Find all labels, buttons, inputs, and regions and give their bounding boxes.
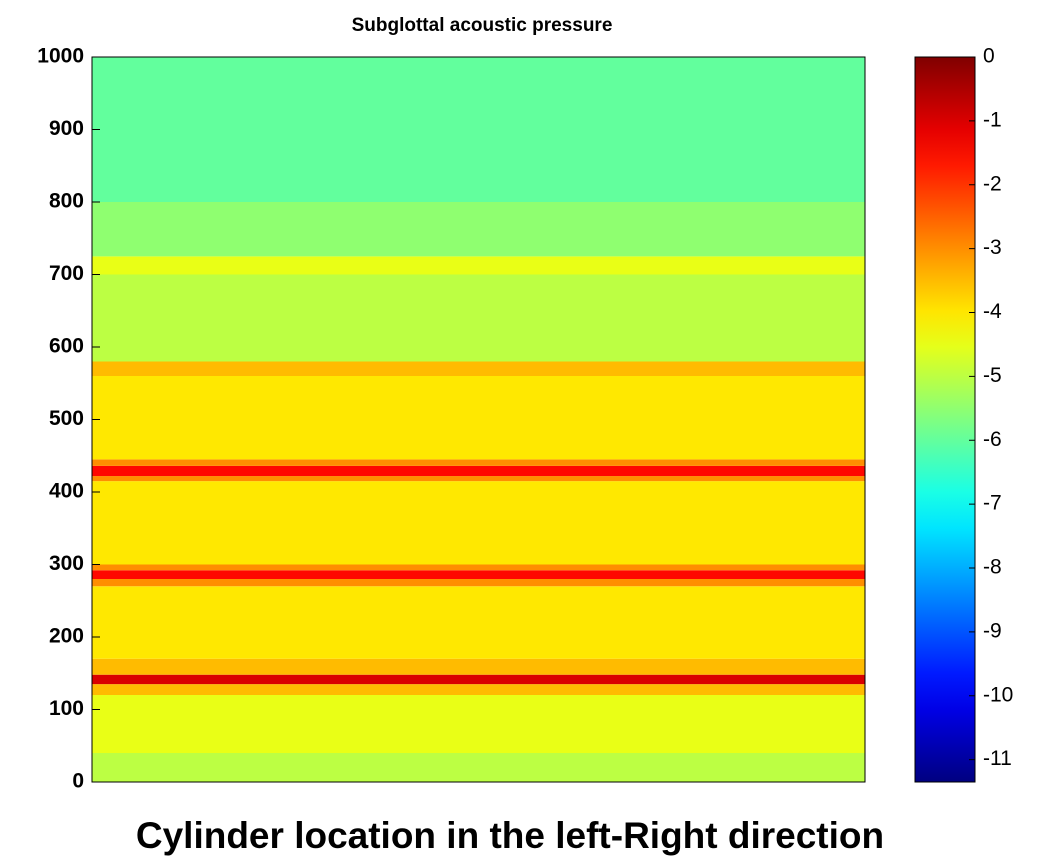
y-tick-label: 600: [49, 335, 84, 358]
heatmap-cell: [92, 684, 865, 695]
y-tick-label: 1000: [37, 45, 84, 68]
y-tick-label: 500: [49, 407, 84, 430]
colorbar-tick-label: -8: [983, 556, 1002, 579]
heatmap-cell: [92, 476, 865, 482]
colorbar-tick-label: -7: [983, 492, 1002, 515]
x-axis-label: Cylinder location in the left-Right dire…: [136, 815, 884, 856]
colorbar-tick-label: -10: [983, 683, 1013, 706]
heatmap-cell: [92, 586, 865, 659]
heatmap-cell: [92, 465, 865, 477]
heatmap-cell: [92, 674, 865, 685]
colorbar-tick-label: -11: [983, 747, 1012, 770]
heatmap-cell: [92, 57, 865, 202]
colorbar: [914, 56, 976, 783]
y-tick-label: 300: [49, 552, 84, 575]
y-tick-label: 400: [49, 480, 84, 503]
colorbar-tick-label: -4: [983, 300, 1002, 323]
chart-title: Subglottal acoustic pressure: [352, 15, 613, 36]
heatmap-cell: [92, 202, 865, 257]
heatmap-cell: [92, 274, 865, 362]
colorbar-tick-label: -5: [983, 364, 1002, 387]
colorbar-tick-label: -2: [983, 172, 1002, 195]
heatmap-cell: [92, 564, 865, 571]
heatmap-cell: [92, 376, 865, 460]
heatmap-cell: [92, 570, 865, 579]
heatmap-cell: [92, 481, 865, 565]
colorbar-tick-label: -6: [983, 428, 1002, 451]
y-tick-label: 0: [72, 770, 84, 793]
heatmap-cell: [92, 753, 865, 782]
y-tick-label: 200: [49, 625, 84, 648]
colorbar-tick-label: -1: [983, 108, 1002, 131]
y-tick-label: 900: [49, 117, 84, 140]
colorbar-tick-label: -3: [983, 236, 1002, 259]
colorbar-tick-label: -9: [983, 619, 1002, 642]
heatmap-cell: [92, 695, 865, 753]
y-tick-label: 700: [49, 262, 84, 285]
heatmap-cell: [92, 256, 865, 275]
colorbar-tick-label: 0: [983, 45, 995, 68]
heatmap-cell: [92, 459, 865, 466]
heatmap-cell: [92, 658, 865, 675]
y-tick-label: 100: [49, 697, 84, 720]
heatmap-cell: [92, 361, 865, 376]
y-tick-label: 800: [49, 190, 84, 213]
heatmap-cell: [92, 579, 865, 587]
